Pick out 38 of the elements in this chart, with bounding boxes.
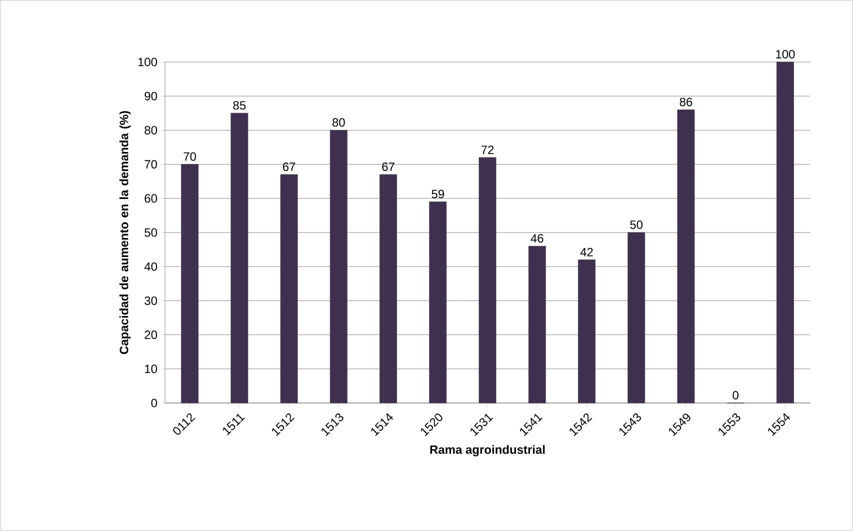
data-label: 50 xyxy=(630,220,643,229)
y-tick-label: 100 xyxy=(138,58,158,66)
bar xyxy=(578,260,596,404)
bar xyxy=(628,232,646,404)
bar xyxy=(478,157,496,404)
data-label: 72 xyxy=(481,146,494,154)
data-label: 59 xyxy=(432,190,444,198)
data-label: 100 xyxy=(776,50,795,58)
bar xyxy=(181,164,199,404)
y-tick-label: 70 xyxy=(144,160,158,169)
y-axis-title: Capacidad de aumento en la demanda (%) xyxy=(119,111,131,354)
y-tick-label: 50 xyxy=(144,228,158,237)
data-label: 42 xyxy=(580,248,593,256)
bar xyxy=(776,62,794,404)
y-tick-label: 0 xyxy=(151,398,158,408)
data-label: 85 xyxy=(233,101,246,110)
y-tick-label: 90 xyxy=(144,92,158,100)
data-label: 80 xyxy=(332,118,345,127)
bar xyxy=(330,130,348,404)
data-label: 67 xyxy=(382,162,394,172)
bar xyxy=(528,246,546,404)
data-label: 0 xyxy=(732,390,738,400)
y-tick-label: 80 xyxy=(144,126,158,134)
bar xyxy=(280,174,298,404)
data-label: 70 xyxy=(184,152,196,161)
y-tick-label: 20 xyxy=(144,330,158,340)
y-tick-label: 60 xyxy=(144,194,158,203)
y-tick-label: 30 xyxy=(144,296,158,305)
bar xyxy=(677,110,695,404)
bar xyxy=(380,174,397,404)
y-tick-label: 40 xyxy=(144,262,158,271)
y-tick-label: 10 xyxy=(145,364,158,374)
data-label: 67 xyxy=(282,162,296,172)
bar xyxy=(230,112,248,404)
data-label: 46 xyxy=(530,234,544,243)
bar xyxy=(429,202,447,404)
x-axis-title: Rama agroindustrial xyxy=(430,445,545,456)
data-label: 86 xyxy=(680,98,692,106)
